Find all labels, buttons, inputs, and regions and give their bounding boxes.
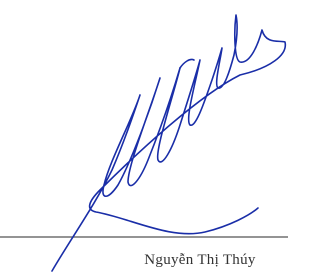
signer-name: Nguyễn Thị Thúy: [0, 252, 288, 269]
signature-stroke: [52, 15, 285, 271]
signature-graphic: [0, 0, 288, 273]
signature-page: Nguyễn Thị Thúy (() => { const data = JS…: [0, 0, 288, 273]
